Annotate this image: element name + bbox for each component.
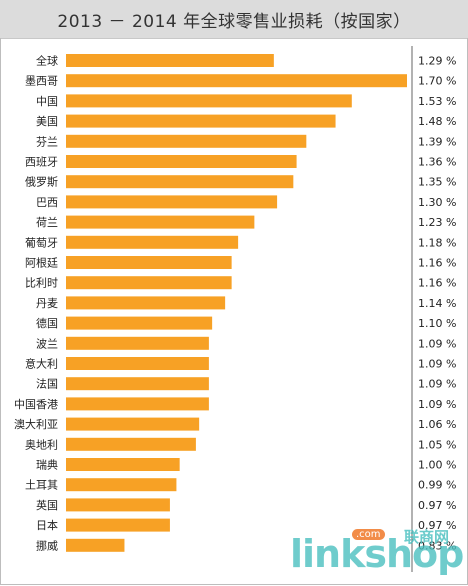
category-label: 土耳其 <box>25 479 58 492</box>
category-label: 俄罗斯 <box>25 176 58 189</box>
bar <box>66 74 407 88</box>
bar <box>66 175 294 189</box>
bar <box>66 134 307 148</box>
bar <box>66 538 125 552</box>
category-label: 法国 <box>36 377 58 391</box>
category-label: 中国 <box>36 95 58 108</box>
bar <box>66 478 177 492</box>
category-label: 中国香港 <box>14 398 58 411</box>
chart-title-bar: 2013 － 2014 年全球零售业损耗（按国家） <box>0 0 468 39</box>
bar <box>66 316 213 330</box>
bar <box>66 94 352 108</box>
value-label: 1.05 % <box>418 438 456 451</box>
bar <box>66 296 226 310</box>
category-label: 巴西 <box>36 196 58 209</box>
category-label: 瑞典 <box>36 458 58 472</box>
value-label: 1.48 % <box>418 115 456 128</box>
bar <box>66 458 180 471</box>
bar <box>66 377 209 391</box>
category-label: 波兰 <box>36 337 58 350</box>
category-label: 墨西哥 <box>25 75 58 88</box>
value-label: 1.70 % <box>418 75 456 88</box>
value-label: 1.10 % <box>418 317 456 330</box>
value-label: 0.83 % <box>418 539 456 552</box>
category-label: 葡萄牙 <box>25 236 58 249</box>
value-label: 1.16 % <box>418 277 456 290</box>
category-label: 美国 <box>36 115 58 128</box>
category-label: 西班牙 <box>25 156 58 169</box>
category-label: 奥地利 <box>25 437 58 451</box>
bar <box>66 397 209 411</box>
category-label: 英国 <box>36 498 58 512</box>
value-label: 0.97 % <box>418 519 456 532</box>
category-label: 挪威 <box>36 538 58 552</box>
bar <box>66 155 297 168</box>
bar <box>66 54 274 67</box>
value-label: 1.23 % <box>418 216 456 229</box>
bar <box>66 195 278 209</box>
bar <box>66 518 170 532</box>
category-label: 阿根廷 <box>25 256 58 270</box>
category-label: 比利时 <box>25 277 58 290</box>
category-label: 全球 <box>36 54 58 68</box>
value-label: 1.06 % <box>418 418 456 431</box>
value-label: 0.97 % <box>418 499 456 512</box>
value-label: 1.36 % <box>418 156 456 169</box>
bar <box>66 256 232 269</box>
value-label: 1.00 % <box>418 459 456 472</box>
value-label: 0.99 % <box>418 479 456 492</box>
value-label: 1.18 % <box>418 236 456 249</box>
value-label: 1.35 % <box>418 176 456 189</box>
category-label: 意大利 <box>25 357 58 371</box>
bar <box>66 235 239 249</box>
value-label: 1.09 % <box>418 337 456 350</box>
value-label: 1.53 % <box>418 95 456 108</box>
category-label: 日本 <box>36 518 58 532</box>
bar <box>66 114 336 128</box>
value-label: 1.29 % <box>418 55 456 68</box>
category-label: 德国 <box>36 316 58 330</box>
bar <box>66 417 200 431</box>
chart-title: 2013 － 2014 年全球零售业损耗（按国家） <box>57 11 411 32</box>
value-label: 1.14 % <box>418 297 456 310</box>
bar <box>66 437 196 451</box>
bar <box>66 276 232 290</box>
value-label: 1.16 % <box>418 257 456 270</box>
value-label: 1.30 % <box>418 196 456 209</box>
bar <box>66 357 209 370</box>
category-label: 丹麦 <box>36 297 58 310</box>
bar <box>66 336 209 350</box>
bar <box>66 498 170 512</box>
bar <box>66 215 255 229</box>
category-label: 荷兰 <box>36 216 58 229</box>
value-label: 1.09 % <box>418 358 456 371</box>
category-label: 芬兰 <box>36 135 58 148</box>
value-label: 1.09 % <box>418 378 456 391</box>
value-label: 1.39 % <box>418 135 456 148</box>
value-label: 1.09 % <box>418 398 456 411</box>
category-label: 澳大利亚 <box>14 417 58 431</box>
